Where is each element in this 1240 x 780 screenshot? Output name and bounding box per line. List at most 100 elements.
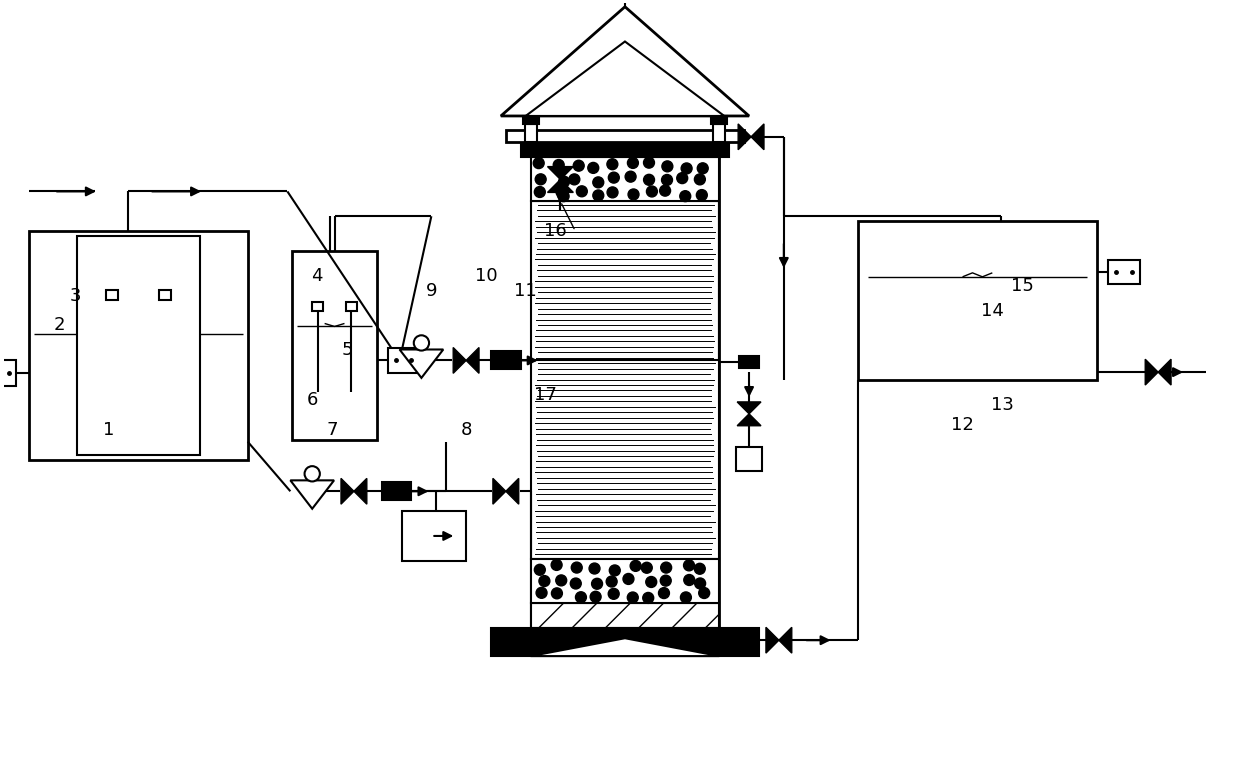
- Circle shape: [681, 592, 692, 603]
- Polygon shape: [494, 478, 506, 504]
- Polygon shape: [506, 478, 518, 504]
- Circle shape: [661, 562, 672, 573]
- Polygon shape: [501, 7, 749, 116]
- Circle shape: [641, 562, 652, 573]
- Bar: [858, 222, 1096, 380]
- Circle shape: [551, 559, 562, 570]
- Polygon shape: [1146, 360, 1158, 385]
- Circle shape: [627, 592, 639, 603]
- Polygon shape: [531, 638, 719, 656]
- Circle shape: [539, 576, 549, 587]
- Circle shape: [573, 160, 584, 171]
- Circle shape: [630, 560, 641, 571]
- Circle shape: [694, 563, 706, 574]
- Text: 11: 11: [515, 282, 537, 300]
- Bar: [77, 236, 200, 455]
- Circle shape: [553, 160, 564, 171]
- Circle shape: [629, 189, 639, 200]
- Circle shape: [697, 163, 708, 174]
- Polygon shape: [737, 402, 761, 414]
- Polygon shape: [738, 124, 751, 150]
- Bar: [107, 289, 118, 300]
- Circle shape: [646, 576, 657, 587]
- Circle shape: [536, 174, 546, 185]
- Bar: [739, 356, 759, 368]
- Circle shape: [558, 191, 569, 202]
- Circle shape: [625, 171, 636, 182]
- Circle shape: [683, 575, 694, 586]
- Polygon shape: [766, 627, 779, 653]
- Bar: [531, 558, 719, 604]
- Circle shape: [575, 592, 587, 603]
- Polygon shape: [751, 124, 764, 150]
- Text: 12: 12: [951, 416, 973, 434]
- Polygon shape: [779, 627, 792, 653]
- Bar: [382, 482, 412, 500]
- Circle shape: [593, 177, 604, 188]
- Bar: [531, 112, 719, 629]
- Circle shape: [534, 186, 546, 197]
- Bar: [531, 157, 719, 201]
- Bar: [312, 303, 324, 311]
- Text: 8: 8: [460, 420, 471, 438]
- Text: 16: 16: [544, 222, 567, 240]
- Circle shape: [552, 588, 563, 599]
- Circle shape: [644, 175, 655, 186]
- Bar: [0, 360, 16, 385]
- Circle shape: [694, 578, 706, 589]
- Circle shape: [609, 588, 619, 599]
- Text: 3: 3: [71, 287, 82, 305]
- Circle shape: [588, 162, 599, 173]
- Polygon shape: [341, 478, 353, 504]
- Polygon shape: [1158, 360, 1171, 385]
- Circle shape: [533, 158, 544, 168]
- Text: 13: 13: [991, 396, 1013, 414]
- Circle shape: [662, 175, 672, 186]
- Text: 15: 15: [1011, 277, 1034, 295]
- Text: 10: 10: [475, 267, 497, 285]
- Bar: [159, 289, 171, 300]
- Circle shape: [577, 186, 588, 197]
- Circle shape: [570, 578, 582, 589]
- Circle shape: [534, 564, 546, 575]
- Circle shape: [681, 163, 692, 174]
- Bar: [346, 303, 357, 311]
- Circle shape: [683, 560, 694, 571]
- Circle shape: [662, 161, 673, 172]
- Bar: [30, 231, 248, 459]
- Text: 7: 7: [326, 420, 337, 438]
- Bar: [491, 352, 521, 370]
- Circle shape: [590, 591, 601, 602]
- Bar: [531, 201, 719, 558]
- Bar: [506, 129, 744, 142]
- Text: 2: 2: [53, 317, 64, 335]
- Polygon shape: [399, 349, 443, 378]
- Bar: [713, 124, 725, 142]
- Bar: [712, 116, 727, 124]
- Circle shape: [609, 172, 619, 183]
- Circle shape: [694, 174, 706, 185]
- Polygon shape: [290, 480, 334, 509]
- Circle shape: [680, 191, 691, 202]
- Circle shape: [305, 466, 320, 481]
- Polygon shape: [466, 348, 479, 374]
- Circle shape: [606, 159, 618, 170]
- Circle shape: [569, 174, 580, 185]
- Circle shape: [591, 578, 603, 589]
- Circle shape: [658, 587, 670, 598]
- Circle shape: [627, 158, 639, 168]
- Text: 9: 9: [425, 282, 438, 300]
- Polygon shape: [737, 414, 761, 426]
- Bar: [737, 447, 763, 471]
- Text: 17: 17: [534, 386, 557, 404]
- Text: 14: 14: [981, 302, 1003, 320]
- Text: 1: 1: [103, 420, 114, 438]
- Circle shape: [642, 593, 653, 604]
- Bar: [491, 629, 759, 656]
- Text: 4: 4: [311, 267, 322, 285]
- Bar: [521, 142, 729, 157]
- Circle shape: [660, 185, 671, 196]
- Circle shape: [646, 186, 657, 197]
- Polygon shape: [548, 179, 573, 193]
- Circle shape: [572, 562, 583, 573]
